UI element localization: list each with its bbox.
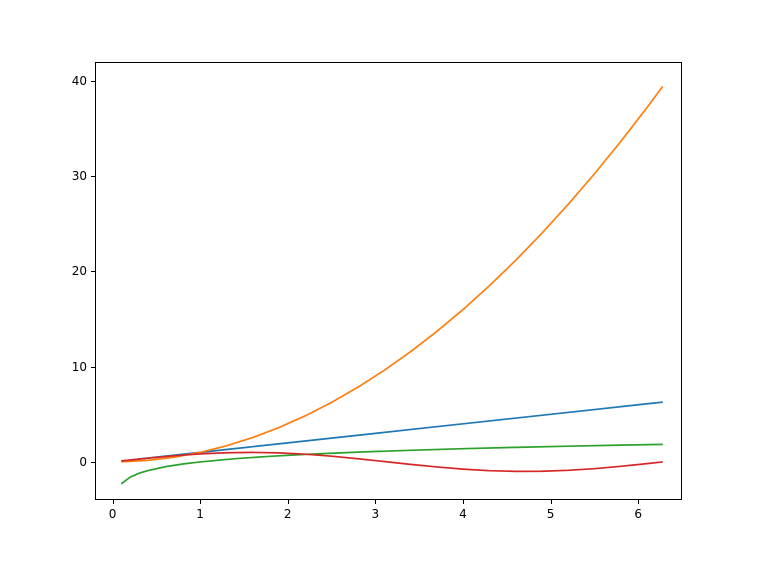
x-tick-mark: [638, 500, 639, 504]
x-tick-label: 3: [372, 507, 380, 521]
chart-figure: 0 1 2 3 4 5 6 0 10 20 30 40: [0, 0, 758, 568]
x-tick-label: 2: [284, 507, 292, 521]
x-tick-label: 5: [547, 507, 555, 521]
y-tick-label: 30: [72, 169, 87, 183]
y-tick-mark: [91, 271, 95, 272]
x-tick-label: 0: [109, 507, 117, 521]
x-tick-mark: [551, 500, 552, 504]
chart-svg: [0, 0, 758, 568]
x-tick-mark: [463, 500, 464, 504]
y-tick-label: 0: [79, 455, 87, 469]
x-tick-mark: [375, 500, 376, 504]
x-tick-label: 4: [459, 507, 467, 521]
x-tick-mark: [113, 500, 114, 504]
x-tick-mark: [288, 500, 289, 504]
x-tick-label: 1: [196, 507, 204, 521]
y-tick-mark: [91, 176, 95, 177]
x-tick-label: 6: [634, 507, 642, 521]
series-log: [121, 444, 662, 483]
y-tick-label: 20: [72, 264, 87, 278]
y-tick-mark: [91, 462, 95, 463]
y-tick-label: 10: [72, 360, 87, 374]
y-tick-label: 40: [72, 74, 87, 88]
y-tick-mark: [91, 81, 95, 82]
x-tick-mark: [200, 500, 201, 504]
y-tick-mark: [91, 367, 95, 368]
series-square: [121, 86, 662, 461]
